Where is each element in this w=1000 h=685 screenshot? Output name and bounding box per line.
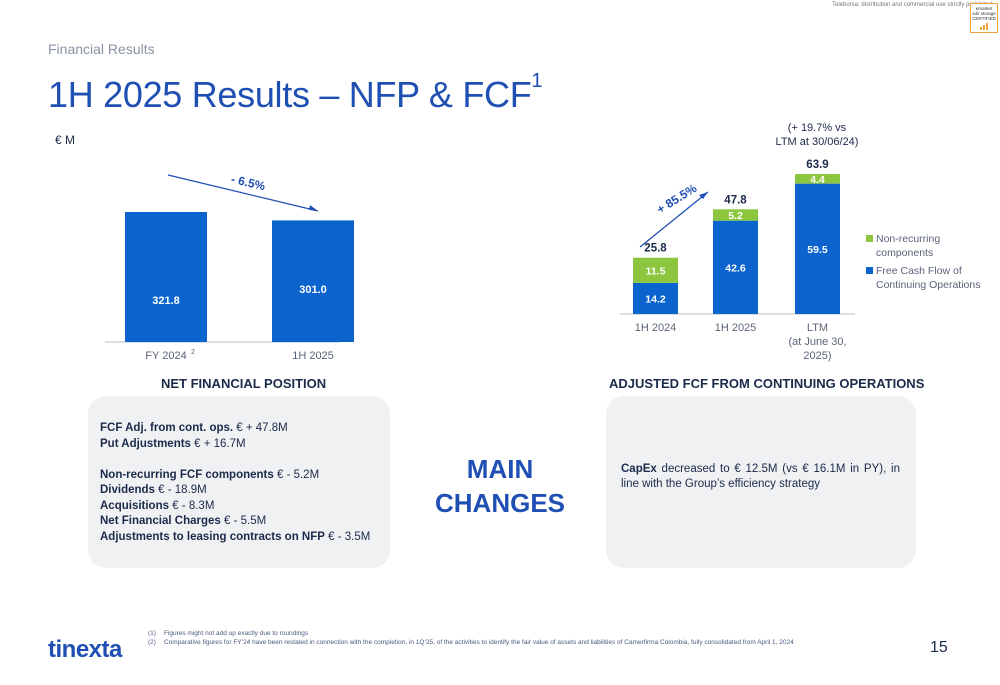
fcf-growth-arrowhead: [699, 192, 708, 199]
nfp-change-line: Dividends € - 18.9M: [100, 483, 390, 499]
nfp-change-value: € - 18.9M: [154, 484, 207, 496]
nfp-change-value: € - 3.5M: [324, 530, 371, 543]
emarket-storage-badge: emarket sdir storage CERTIFIED: [970, 3, 998, 33]
fcf-category-sublabel: (at June 30,: [788, 336, 846, 348]
nfp-category-footnote-ref: 2: [191, 349, 195, 356]
fcf-legend-label: Non-recurring: [876, 233, 940, 245]
nfp-change-label: Net Financial Charges: [100, 515, 221, 527]
main-changes-label: MAIN CHANGES: [430, 452, 570, 520]
fcf-bar-segment-non-recurring: [713, 209, 758, 221]
fcf-total-label: 63.9: [806, 159, 828, 171]
badge-line-2: sdir storage: [972, 11, 996, 16]
fcf-total-label: 25.8: [644, 243, 667, 255]
fcf-growth-annotation: + 85.5%: [654, 181, 699, 217]
nfp-bar: [272, 220, 354, 342]
nfp-change-line: Non-recurring FCF components € - 5.2M: [100, 468, 390, 484]
nfp-change-label: Non-recurring FCF components: [100, 468, 274, 481]
fcf-growth-arrow: [639, 191, 709, 248]
title-footnote-ref: 1: [531, 70, 543, 92]
fcf-segment-label: 5.2: [728, 210, 743, 222]
nfp-change-value: € + 47.8M: [233, 422, 288, 434]
nfp-trend-arrow: [167, 174, 319, 212]
fcf-category-label: 1H 2025: [715, 322, 757, 334]
capex-label: CapEx: [621, 463, 657, 475]
nfp-change-value: € - 5.2M: [273, 468, 320, 481]
section-label: Financial Results: [48, 41, 155, 57]
capex-text: decreased to € 12.5M (vs € 16.1M in PY),…: [621, 463, 900, 490]
fcf-category-label: 1H 2024: [635, 322, 677, 334]
nfp-chart-title: NET FINANCIAL POSITION: [161, 376, 327, 391]
nfp-trend-arrowhead: [309, 205, 318, 211]
nfp-change-label: FCF Adj. from cont. ops.: [100, 422, 234, 434]
main-changes-line-2: CHANGES: [434, 488, 565, 518]
footnotes: (1) Figures might not add up exactly due …: [148, 629, 794, 647]
unit-label: € M: [55, 133, 76, 147]
fcf-legend-label: Continuing Operations: [876, 279, 980, 291]
fcf-total-label: 47.8: [724, 194, 747, 206]
badge-line-1: emarket: [975, 6, 993, 11]
nfp-bar: [125, 212, 207, 342]
nfp-change-label: Adjustments to leasing contracts on NFP: [100, 530, 325, 543]
fcf-bar-segment-fcf: [633, 282, 678, 314]
tinexta-logo: tinexta: [48, 636, 122, 663]
nfp-change-line: Adjustments to leasing contracts on NFP …: [100, 530, 390, 546]
nfp-category-label: 1H 2025: [292, 350, 334, 362]
nfp-category-label: FY 2024: [145, 350, 186, 362]
nfp-bar-value-label: 321.8: [152, 295, 180, 307]
page-title: 1H 2025 Results – NFP & FCF1: [48, 70, 543, 116]
nfp-change-annotation: - 6.5%: [230, 172, 267, 194]
fcf-legend-swatch: [866, 235, 873, 242]
nfp-change-value: € - 5.5M: [220, 515, 267, 527]
fcf-bar-segment-non-recurring: [633, 257, 678, 283]
fcf-stacked-bar-chart: 14.2 11.5 25.8 1H 2024 42.6 5.2 47.8 1H 2025 59.…: [620, 122, 980, 362]
fcf-legend-label: components: [876, 247, 933, 259]
ltm-note-line-2: LTM at 30/06/24): [776, 136, 859, 148]
badge-bars-icon: [971, 23, 997, 30]
nfp-change-label: Dividends: [100, 484, 155, 496]
fcf-segment-label: 59.5: [807, 244, 828, 256]
fcf-segment-label: 42.6: [725, 262, 746, 274]
fcf-bar-segment-non-recurring: [795, 174, 840, 184]
fcf-changes-card: CapEx decreased to € 12.5M (vs € 16.1M i…: [606, 396, 916, 568]
nfp-change-line: Acquisitions € - 8.3M: [100, 499, 390, 515]
distribution-notice: Teleborsa: distribution and commercial u…: [832, 2, 993, 8]
fcf-bar-segment-fcf: [713, 220, 758, 314]
nfp-changes-card: FCF Adj. from cont. ops. € + 47.8M Put Ad…: [88, 396, 390, 568]
fcf-segment-label: 11.5: [646, 265, 666, 277]
badge-line-3: CERTIFIED: [972, 16, 996, 21]
fcf-bar-segment-fcf: [795, 183, 840, 314]
page-title-text: 1H 2025 Results – NFP & FCF: [48, 74, 532, 115]
nfp-change-line: [100, 452, 390, 468]
fcf-legend-swatch: [866, 267, 873, 274]
nfp-change-line: FCF Adj. from cont. ops. € + 47.8M: [100, 421, 390, 437]
fcf-segment-label: 4.4: [810, 174, 825, 186]
nfp-change-label: Put Adjustments: [100, 437, 191, 450]
nfp-change-label: Acquisitions: [100, 499, 170, 512]
footnote-2-num: (2): [148, 639, 156, 646]
nfp-change-value: € - 8.3M: [169, 499, 215, 512]
fcf-legend-label: Free Cash Flow of: [876, 265, 962, 277]
nfp-bar-value-label: 301.0: [299, 284, 327, 296]
fcf-chart-title: ADJUSTED FCF FROM CONTINUING OPERATIONS: [609, 376, 925, 391]
page-number: 15: [930, 639, 948, 656]
footnote-2-text: Comparative figures for FY’24 have been …: [163, 639, 794, 646]
ltm-note-line-1: (+ 19.7% vs: [788, 122, 847, 134]
nfp-bar-chart: 321.8 FY 2024 2 301.0 1H 2025 - 6.5%: [105, 172, 354, 362]
footnote-1-num: (1): [148, 630, 156, 637]
footnote-1: (1) Figures might not add up exactly due …: [148, 629, 794, 638]
nfp-change-line: Net Financial Charges € - 5.5M: [100, 514, 390, 530]
fcf-segment-label: 14.2: [645, 293, 666, 305]
footnote-1-text: Figures might not add up exactly due to …: [163, 630, 309, 637]
main-changes-line-1: MAIN: [466, 454, 534, 484]
nfp-change-line: Put Adjustments € + 16.7M: [100, 437, 390, 453]
fcf-category-sublabel: 2025): [803, 350, 831, 362]
footnote-2: (2) Comparative figures for FY’24 have be…: [148, 638, 794, 647]
nfp-change-value: € + 16.7M: [190, 437, 246, 450]
fcf-category-label: LTM: [807, 322, 828, 334]
